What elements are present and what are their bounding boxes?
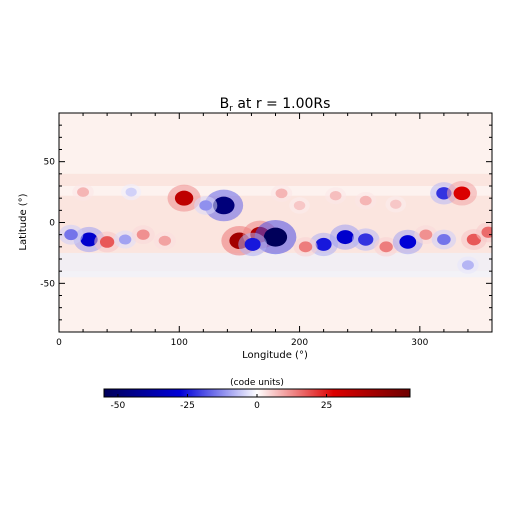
y-tick-label: 0 (49, 219, 55, 229)
chart-title: Br at r = 1.00Rs (220, 96, 331, 114)
field-feature (199, 200, 213, 211)
field-feature (298, 241, 313, 253)
field-feature (419, 229, 433, 240)
field-feature (158, 235, 172, 246)
field-feature (329, 191, 342, 201)
field-feature (118, 234, 132, 245)
y-tick-label: -50 (40, 279, 55, 289)
field-feature (390, 199, 402, 209)
colorbar-tick-label: -50 (111, 401, 126, 411)
field-feature (213, 196, 235, 215)
y-axis: -50 0 50 (40, 112, 492, 333)
field-feature (99, 236, 115, 248)
field-feature (437, 234, 451, 246)
field-feature (399, 235, 417, 249)
field-feature (64, 229, 78, 241)
field-feature (174, 190, 194, 206)
colorbar-tick-label: 25 (321, 401, 332, 411)
field-feature (136, 229, 150, 240)
field-feature (461, 260, 474, 270)
colorbar-tick-label: 0 (254, 401, 260, 411)
field-feature (379, 241, 393, 253)
field-features (59, 181, 492, 274)
field-feature (80, 232, 98, 247)
chart-title-main: B (220, 96, 230, 112)
chart-title-subscript: r (229, 104, 233, 114)
field-feature (263, 227, 288, 247)
x-tick-label: 100 (171, 338, 188, 348)
field-feature (275, 188, 288, 199)
colorbar-label: (code units) (230, 378, 284, 388)
field-feature (244, 237, 261, 251)
field-feature (315, 237, 332, 251)
y-axis-label: Latitude (°) (18, 193, 29, 250)
field-feature (293, 200, 306, 211)
x-axis: 0 100 200 300 (56, 113, 493, 348)
field-feature (453, 186, 471, 201)
plot-area (59, 113, 492, 332)
field-feature (336, 230, 354, 245)
y-tick-label: 50 (44, 158, 56, 168)
x-axis-label: Longitude (°) (242, 350, 308, 361)
colorbar-ticks: -50 -25 0 25 (111, 394, 332, 411)
field-feature (77, 187, 90, 197)
colorbar-tick-label: -25 (180, 401, 195, 411)
field-feature (481, 226, 492, 238)
x-tick-label: 200 (291, 338, 308, 348)
x-tick-label: 300 (411, 338, 428, 348)
field-feature (358, 233, 374, 246)
x-tick-label: 0 (56, 338, 62, 348)
field-feature (125, 187, 137, 197)
southern-band (59, 252, 492, 278)
field-feature (359, 195, 372, 206)
chart-title-rest: at r = 1.00Rs (233, 96, 331, 112)
